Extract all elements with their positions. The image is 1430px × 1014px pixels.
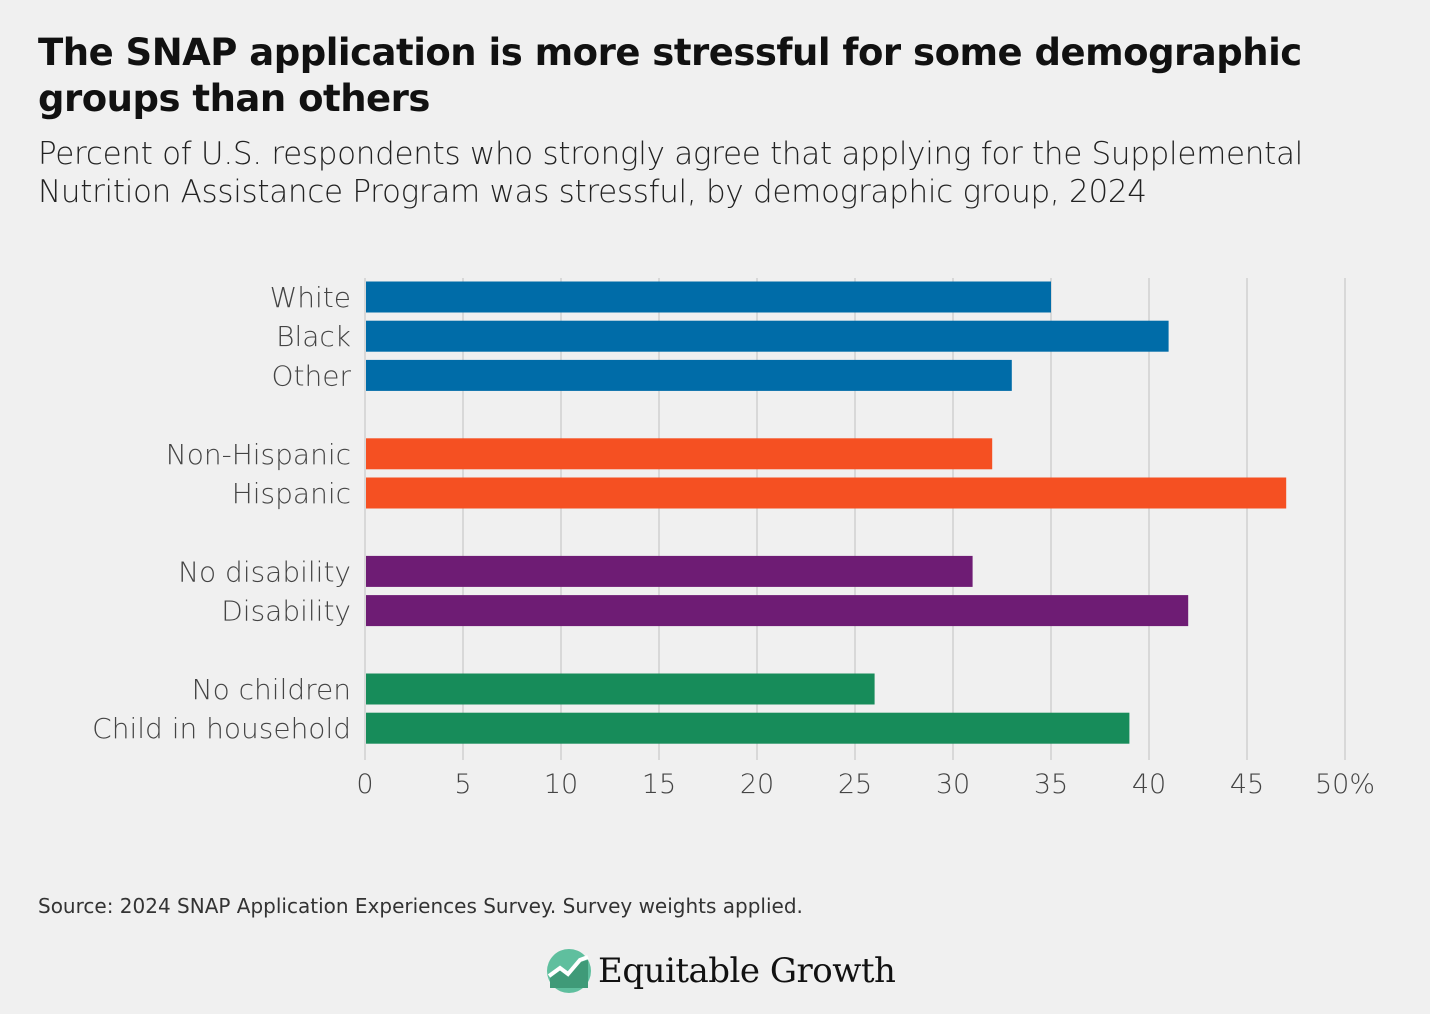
bar [366,281,1051,313]
category-label: Other [271,359,351,392]
x-tick-label: 15 [642,769,676,800]
category-label: Non-Hispanic [166,438,351,471]
bar-chart: 0 5 10 15 20 25 30 35 40 45 50% White Black Other Non-… [92,278,1375,800]
x-tick-label: 5 [454,769,471,800]
category-label: White [270,281,351,314]
bar [366,555,973,587]
x-tick-label: 40 [1132,769,1166,800]
x-tick-label: 0 [356,769,373,800]
x-tick-label: 45 [1230,769,1264,800]
x-tick-label: 10 [544,769,578,800]
category-label: Child in household [92,712,351,745]
category-label: No disability [178,555,351,588]
chart-title: The SNAP application is more stressful f… [38,31,1302,120]
bar [366,673,875,705]
logo-text: Equitable Growth [598,951,896,991]
x-tick-label: 25 [838,769,872,800]
category-label: Hispanic [232,477,351,510]
bar [366,712,1130,744]
bar [366,595,1189,627]
x-tick-label: 50% [1315,769,1375,800]
chart-subtitle: Percent of U.S. respondents who strongly… [38,136,1303,210]
bar [366,477,1287,509]
x-tick-label: 35 [1034,769,1068,800]
category-label: Black [276,320,351,353]
growth-logo-icon [547,949,591,993]
category-label: Disability [221,595,351,628]
bar [366,359,1012,391]
category-label: No children [192,673,351,706]
logo: Equitable Growth [546,948,896,994]
source-note: Source: 2024 SNAP Application Experience… [38,894,803,918]
x-tick-label: 20 [740,769,774,800]
x-tick-label: 30 [936,769,970,800]
bar [366,320,1169,352]
bar [366,438,993,470]
